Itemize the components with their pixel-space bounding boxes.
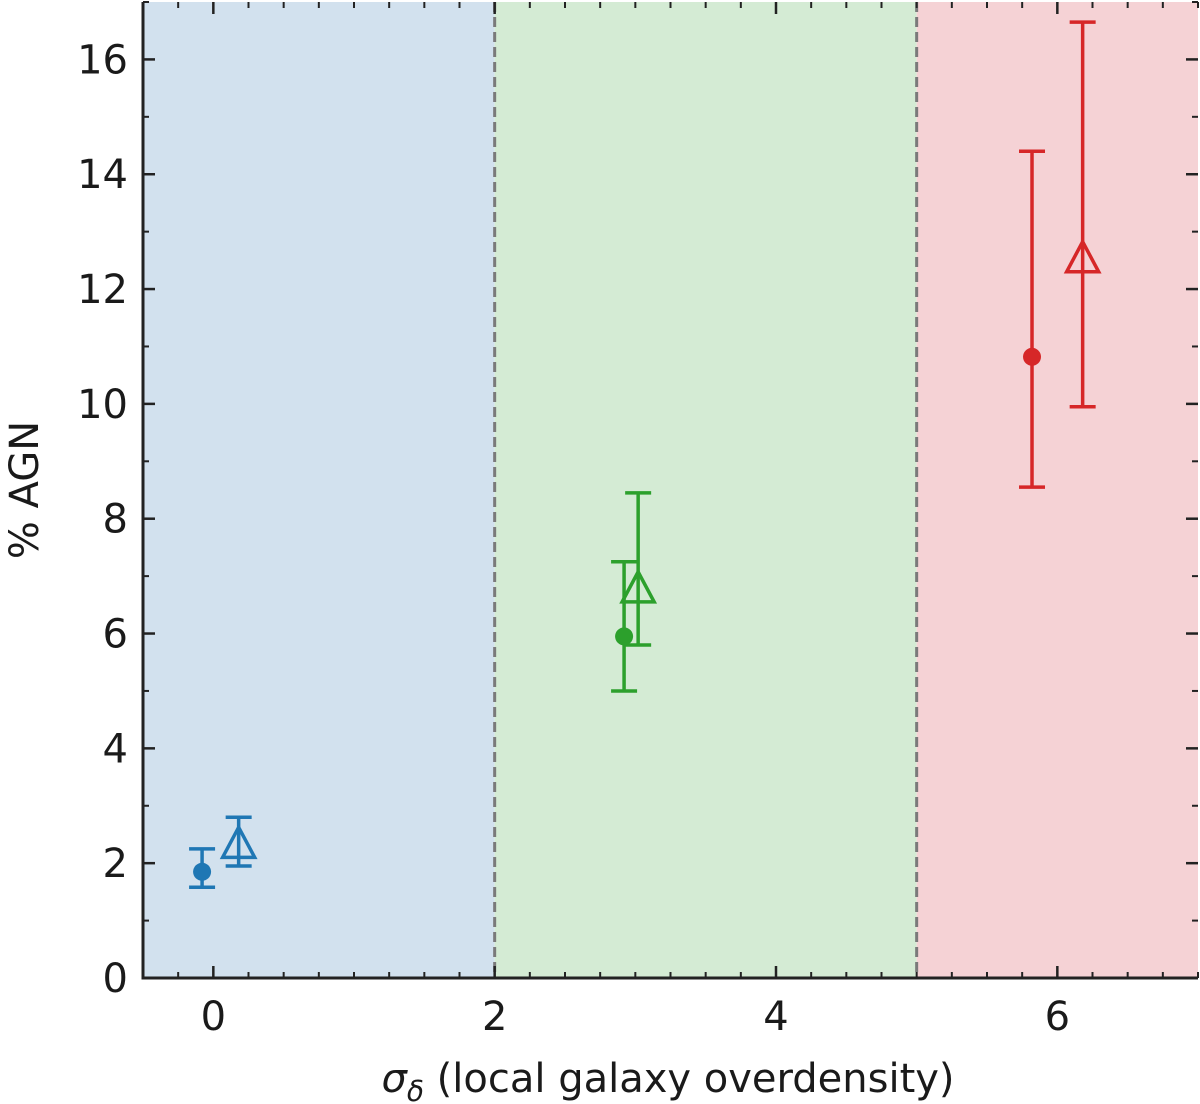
data-points	[193, 238, 1102, 881]
x-tick-label: 0	[201, 994, 226, 1040]
y-tick-label: 12	[77, 267, 128, 313]
region-0	[143, 2, 495, 978]
axis-spines	[141, 2, 1198, 980]
data-point-triangle	[619, 568, 658, 604]
y-tick-label: 2	[103, 841, 128, 887]
y-tick-label: 16	[77, 37, 128, 83]
x-tick-label: 4	[763, 994, 788, 1040]
x-tick-label: 6	[1045, 994, 1070, 1040]
data-point-circle	[615, 627, 634, 646]
axis-ticks	[142, 1, 1199, 980]
x-axis-symbol: σ	[381, 1056, 408, 1102]
x-tick-label: 2	[482, 994, 507, 1040]
x-axis-label: σδ (local galaxy overdensity)	[381, 1056, 954, 1104]
error-bar	[1069, 20, 1096, 409]
tick-labels: 0 2 4 6 0 2 4 6 8 10 12 14 16	[77, 37, 1070, 1040]
error-bar	[611, 560, 638, 693]
shaded-regions	[143, 2, 1198, 978]
data-point-circle	[1023, 347, 1042, 366]
region-boundaries	[493, 2, 919, 978]
error-bar	[1019, 149, 1046, 489]
x-axis-subscript: δ	[407, 1075, 424, 1104]
region-1	[494, 2, 917, 978]
y-tick-label: 6	[103, 612, 128, 658]
y-tick-label: 4	[103, 726, 128, 772]
data-point-triangle	[1063, 238, 1102, 274]
y-tick-label: 14	[77, 152, 128, 198]
data-point-triangle	[219, 823, 258, 860]
data-point-circle	[193, 862, 212, 881]
y-tick-label: 8	[103, 497, 128, 543]
y-tick-label: 10	[77, 382, 128, 428]
region-2	[916, 2, 1198, 978]
x-axis-text: (local galaxy overdensity)	[424, 1056, 955, 1102]
y-tick-label: 0	[103, 956, 128, 1002]
y-axis-label: % AGN	[2, 421, 48, 559]
